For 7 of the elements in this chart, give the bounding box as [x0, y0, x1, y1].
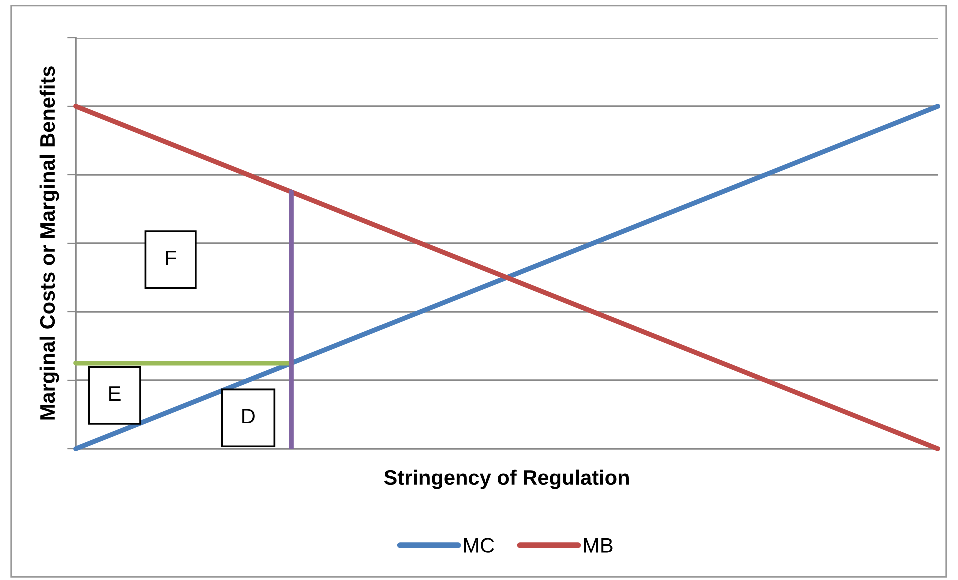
- legend-label: MC: [464, 538, 494, 553]
- annotation: D: [242, 409, 255, 424]
- annotation: F: [166, 250, 176, 266]
- legend-label: MB: [584, 538, 613, 553]
- x-axis-title: Stringency of Regulation: [384, 470, 629, 490]
- y-axis-title: Marginal Costs or Marginal Benefits: [40, 66, 60, 420]
- annotation: E: [110, 386, 121, 401]
